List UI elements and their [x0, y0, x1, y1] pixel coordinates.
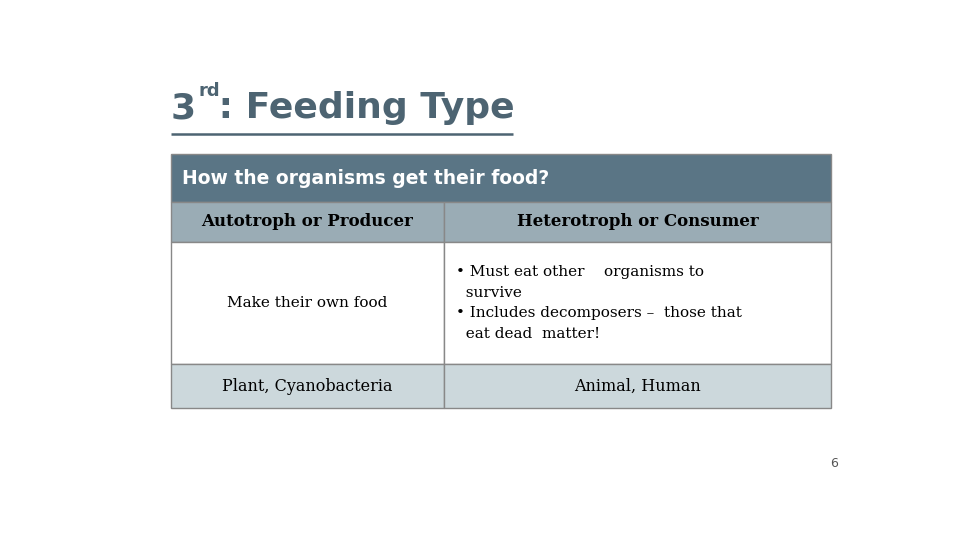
Text: Make their own food: Make their own food: [228, 296, 388, 310]
Text: rd: rd: [199, 82, 221, 100]
FancyBboxPatch shape: [171, 364, 444, 408]
Text: • Must eat other    organisms to
  survive
• Includes decomposers –  those that
: • Must eat other organisms to survive • …: [456, 265, 741, 341]
Text: 3: 3: [171, 91, 196, 125]
Text: Animal, Human: Animal, Human: [574, 377, 701, 395]
Text: How the organisms get their food?: How the organisms get their food?: [181, 168, 549, 187]
FancyBboxPatch shape: [171, 154, 830, 202]
FancyBboxPatch shape: [444, 241, 830, 364]
FancyBboxPatch shape: [171, 241, 444, 364]
Text: : Feeding Type: : Feeding Type: [206, 91, 515, 125]
Text: 6: 6: [830, 457, 838, 470]
FancyBboxPatch shape: [444, 202, 830, 241]
Text: Autotroph or Producer: Autotroph or Producer: [202, 213, 414, 230]
Text: Plant, Cyanobacteria: Plant, Cyanobacteria: [223, 377, 393, 395]
FancyBboxPatch shape: [444, 364, 830, 408]
FancyBboxPatch shape: [171, 202, 444, 241]
Text: Heterotroph or Consumer: Heterotroph or Consumer: [516, 213, 758, 230]
